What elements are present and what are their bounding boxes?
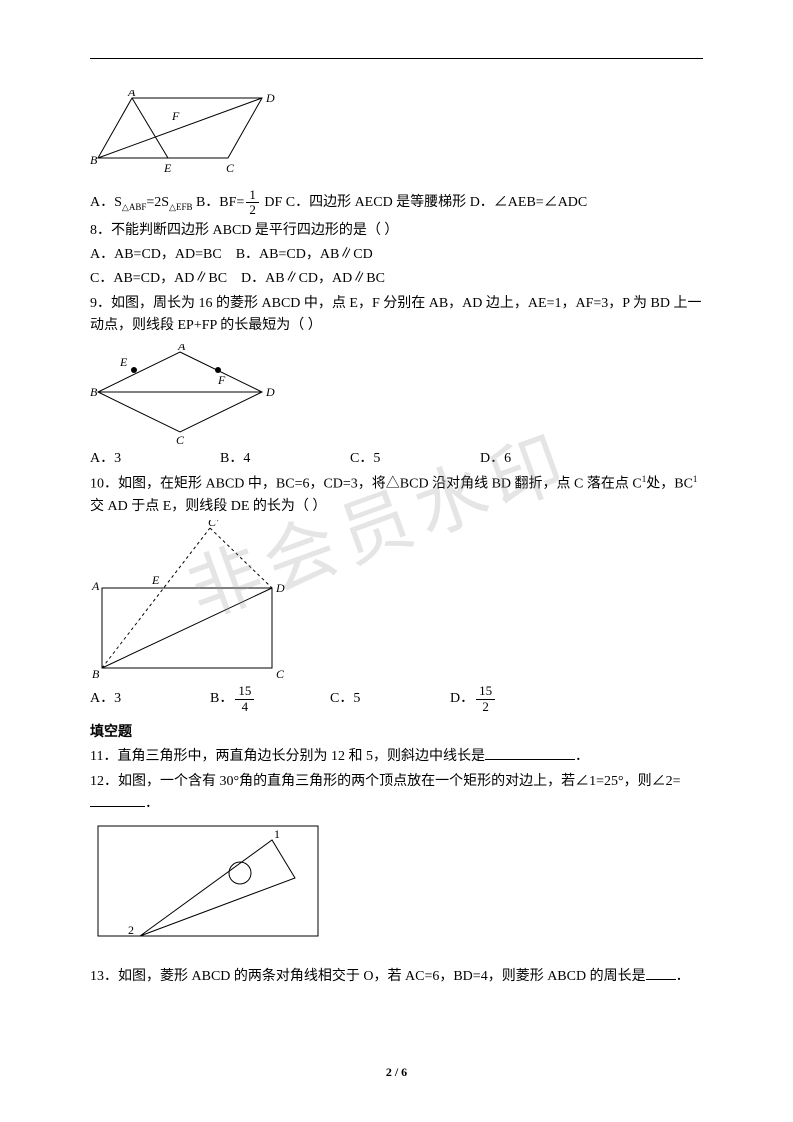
- q10-label-E: E: [151, 573, 160, 587]
- q8-optD: D．AB∥CD，AD∥BC: [241, 271, 385, 286]
- q9-optB: B．4: [220, 448, 350, 470]
- q7-options: A．S△ABF=2S△EFB B．BF=12 DF C．四边形 AECD 是等腰…: [90, 188, 703, 218]
- q10-optB: B．154: [210, 684, 330, 714]
- q10-label-C: C: [276, 667, 285, 680]
- q7-optB-post: DF: [261, 195, 282, 210]
- page-footer: 2 / 6: [0, 1063, 793, 1082]
- q10-options: A．3 B．154 C．5 D．152: [90, 684, 703, 714]
- q12-label1: 1: [274, 827, 280, 841]
- page-content: A D B C E F A．S△ABF=2S△EFB B．BF=12 DF C．…: [90, 90, 703, 988]
- label-F: F: [171, 109, 180, 123]
- q9-stem: 9．如图，周长为 16 的菱形 ABCD 中，点 E，F 分别在 AB，AD 边…: [90, 293, 703, 338]
- q11-blank: [485, 746, 575, 760]
- q9-optD: D．6: [480, 448, 580, 470]
- q9-label-C: C: [176, 433, 185, 444]
- q7-optC: C．四边形 AECD 是等腰梯形: [286, 195, 466, 210]
- q9-label-A: A: [177, 344, 186, 353]
- label-C: C: [226, 161, 235, 175]
- header-rule: [90, 58, 703, 59]
- q8-optA: A．AB=CD，AD=BC: [90, 247, 222, 262]
- fill-title: 填空题: [90, 722, 703, 744]
- q8-optC: C．AB=CD，AD∥BC: [90, 271, 227, 286]
- q7-optA-mid: =2S: [146, 195, 169, 210]
- q7-optD: D．∠AEB=∠ADC: [470, 195, 588, 210]
- q7-optB-frac: 12: [246, 188, 259, 218]
- q7-optA-pre: A．S: [90, 195, 122, 210]
- q10-label-Cp: C': [208, 520, 219, 529]
- q12-label2: 2: [128, 923, 134, 937]
- q7-optA-sub2: △EFB: [169, 202, 192, 212]
- q10-label-A: A: [91, 579, 100, 593]
- label-D: D: [265, 91, 275, 105]
- q12-figure: 1 2: [90, 818, 330, 948]
- q12-blank: [90, 793, 145, 807]
- label-E: E: [163, 161, 172, 175]
- q9-optC: C．5: [350, 448, 480, 470]
- q9-figure: A B D C E F: [90, 344, 280, 444]
- q8-row2: C．AB=CD，AD∥BC D．AB∥CD，AD∥BC: [90, 268, 703, 290]
- q12: 12．如图，一个含有 30°角的直角三角形的两个顶点放在一个矩形的对边上，若∠1…: [90, 771, 703, 816]
- q7-optA-sub1: △ABF: [122, 202, 146, 212]
- q10-label-D: D: [275, 581, 285, 595]
- q9-optA: A．3: [90, 448, 220, 470]
- q7-figure: A D B C E F: [90, 90, 290, 180]
- label-B: B: [90, 153, 98, 167]
- q10-optD: D．152: [450, 684, 550, 714]
- q10-optA: A．3: [90, 688, 210, 710]
- q8-optB: B．AB=CD，AB∥CD: [236, 247, 373, 262]
- q10-optC: C．5: [330, 688, 450, 710]
- q8-stem: 8．不能判断四边形 ABCD 是平行四边形的是（ ）: [90, 220, 703, 242]
- q13: 13．如图，菱形 ABCD 的两条对角线相交于 O，若 AC=6，BD=4，则菱…: [90, 966, 703, 988]
- q8-row1: A．AB=CD，AD=BC B．AB=CD，AB∥CD: [90, 244, 703, 266]
- q10-label-B: B: [92, 667, 100, 680]
- q9-label-B: B: [90, 385, 98, 399]
- q10-stem: 10．如图，在矩形 ABCD 中，BC=6，CD=3，将△BCD 沿对角线 BD…: [90, 472, 703, 518]
- label-A: A: [127, 90, 136, 99]
- q9-options: A．3 B．4 C．5 D．6: [90, 448, 703, 470]
- q9-label-E: E: [119, 355, 128, 369]
- q9-label-D: D: [265, 385, 275, 399]
- q11: 11．直角三角形中，两直角边长分别为 12 和 5，则斜边中线长是．: [90, 746, 703, 768]
- q13-blank: [646, 966, 676, 980]
- q7-optB-pre: B．BF=: [196, 195, 244, 210]
- q9-label-F: F: [217, 373, 226, 387]
- q10-figure: A D B C E C': [90, 520, 290, 680]
